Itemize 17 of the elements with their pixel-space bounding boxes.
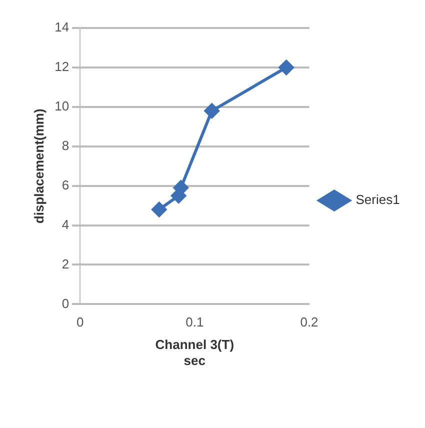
- x-tick-label: 0: [76, 314, 84, 330]
- point: [204, 103, 220, 118]
- x-axis-title: Channel 3(T) sec: [155, 337, 234, 368]
- y-tick-label: 10: [54, 98, 70, 114]
- point: [278, 60, 294, 75]
- x-tick-label: 0.1: [186, 314, 204, 330]
- y-tick-label: 6: [62, 177, 70, 192]
- y-axis-title: displacement(mm): [31, 108, 46, 224]
- y-tick-label: 0: [62, 296, 70, 311]
- y-tick-label: 2: [62, 256, 70, 272]
- y-tick-label: 12: [54, 59, 70, 74]
- y-tick-label: 4: [62, 216, 70, 232]
- y-tick-label: 8: [62, 138, 70, 153]
- legend-label: Series1: [356, 192, 400, 208]
- point: [152, 202, 167, 218]
- x-tick-label: 0.2: [300, 314, 318, 330]
- y-tick-label: 14: [54, 20, 70, 35]
